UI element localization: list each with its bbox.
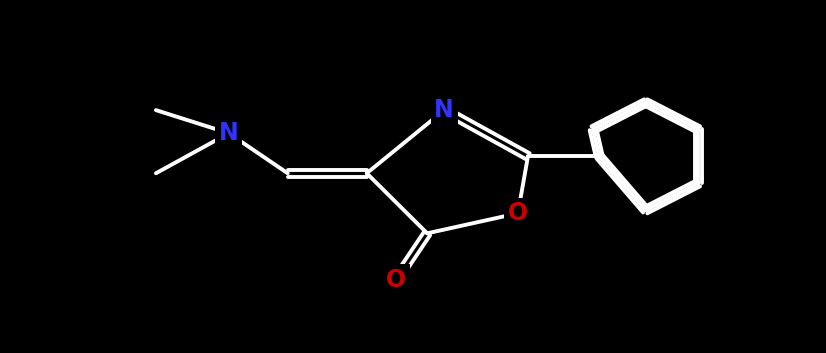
Text: O: O bbox=[508, 201, 528, 225]
Text: N: N bbox=[434, 98, 454, 122]
Text: N: N bbox=[219, 121, 239, 145]
Text: O: O bbox=[386, 268, 406, 292]
